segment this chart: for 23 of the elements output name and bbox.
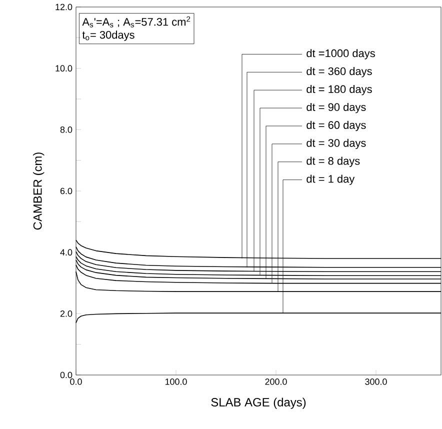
- x-tick-label: 100.0: [165, 378, 187, 385]
- y-tick-label: 4.0: [60, 249, 72, 256]
- x-tick-label: 0.0: [70, 378, 82, 385]
- y-tick-label: 6.0: [60, 188, 72, 194]
- x-tick-label: 300.0: [365, 378, 387, 385]
- annotation: dt = 180 days: [306, 85, 372, 96]
- annotation: dt = 60 days: [306, 120, 366, 132]
- annotation: dt = 360 days: [306, 67, 372, 78]
- y-tick-label: 0.0: [60, 372, 72, 378]
- annotation: dt = 1 day: [306, 174, 355, 185]
- annotation: dt = 8 days: [306, 156, 360, 167]
- annotation: t$_{o}$= 30days: [82, 30, 134, 41]
- y-tick-label: 10.0: [56, 65, 72, 72]
- y-axis-title: CAMBER (cm): [33, 152, 44, 230]
- y-tick-label: 8.0: [60, 126, 72, 133]
- x-tick-label: 200.0: [265, 378, 287, 385]
- y-tick-label: 2.0: [60, 310, 72, 317]
- annotation: dt = 90 days: [306, 102, 366, 114]
- annotation: dt =1000 days: [306, 49, 375, 60]
- x-axis-title: SLAB AGE (days): [211, 398, 306, 409]
- annotation: A$_{s}$'=A$_{s}$ ; A$_{s}$=57.31 cm$^{2}$: [82, 16, 190, 28]
- y-tick-label: 12.0: [56, 4, 72, 10]
- annotation: dt = 30 days: [306, 138, 366, 150]
